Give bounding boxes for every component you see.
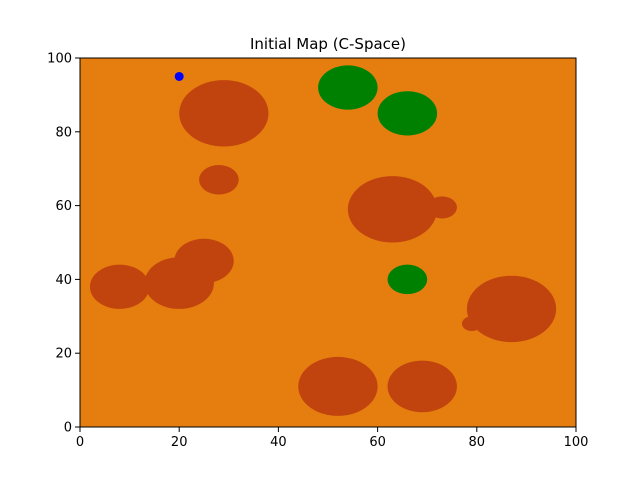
x-tick-label: 0	[76, 435, 84, 450]
goal-region-13	[387, 264, 428, 295]
y-tick-label: 80	[55, 125, 72, 140]
obstacle-0	[179, 80, 269, 147]
x-tick-label: 100	[564, 435, 589, 450]
x-tick-label: 60	[369, 435, 386, 450]
plot-area	[80, 58, 576, 427]
goal-region-11	[318, 65, 378, 110]
obstacle-8	[461, 316, 482, 332]
start-point-0	[174, 71, 184, 81]
obstacle-2	[347, 176, 438, 243]
chart-title: Initial Map (C-Space)	[250, 35, 406, 53]
y-tick-label: 60	[55, 199, 72, 214]
y-tick-label: 40	[55, 273, 72, 288]
axes: 0 20 40 60 80 100 0 20 40 60 80 100	[47, 52, 588, 451]
obstacle-9	[298, 356, 378, 416]
obstacle-3	[427, 196, 457, 219]
obstacle-7	[466, 275, 557, 343]
goal-region-12	[377, 91, 438, 136]
obstacle-6	[89, 264, 150, 309]
y-tick-label: 20	[55, 347, 72, 362]
obstacle-10	[387, 360, 457, 413]
x-tick-label: 40	[270, 435, 287, 450]
x-tick-label: 80	[469, 435, 486, 450]
plot-frame	[79, 57, 577, 428]
y-tick-label: 0	[64, 421, 72, 436]
obstacle-5	[144, 257, 214, 309]
y-tick-label: 100	[47, 52, 72, 67]
x-tick-label: 20	[171, 435, 188, 450]
obstacle-1	[199, 165, 239, 195]
